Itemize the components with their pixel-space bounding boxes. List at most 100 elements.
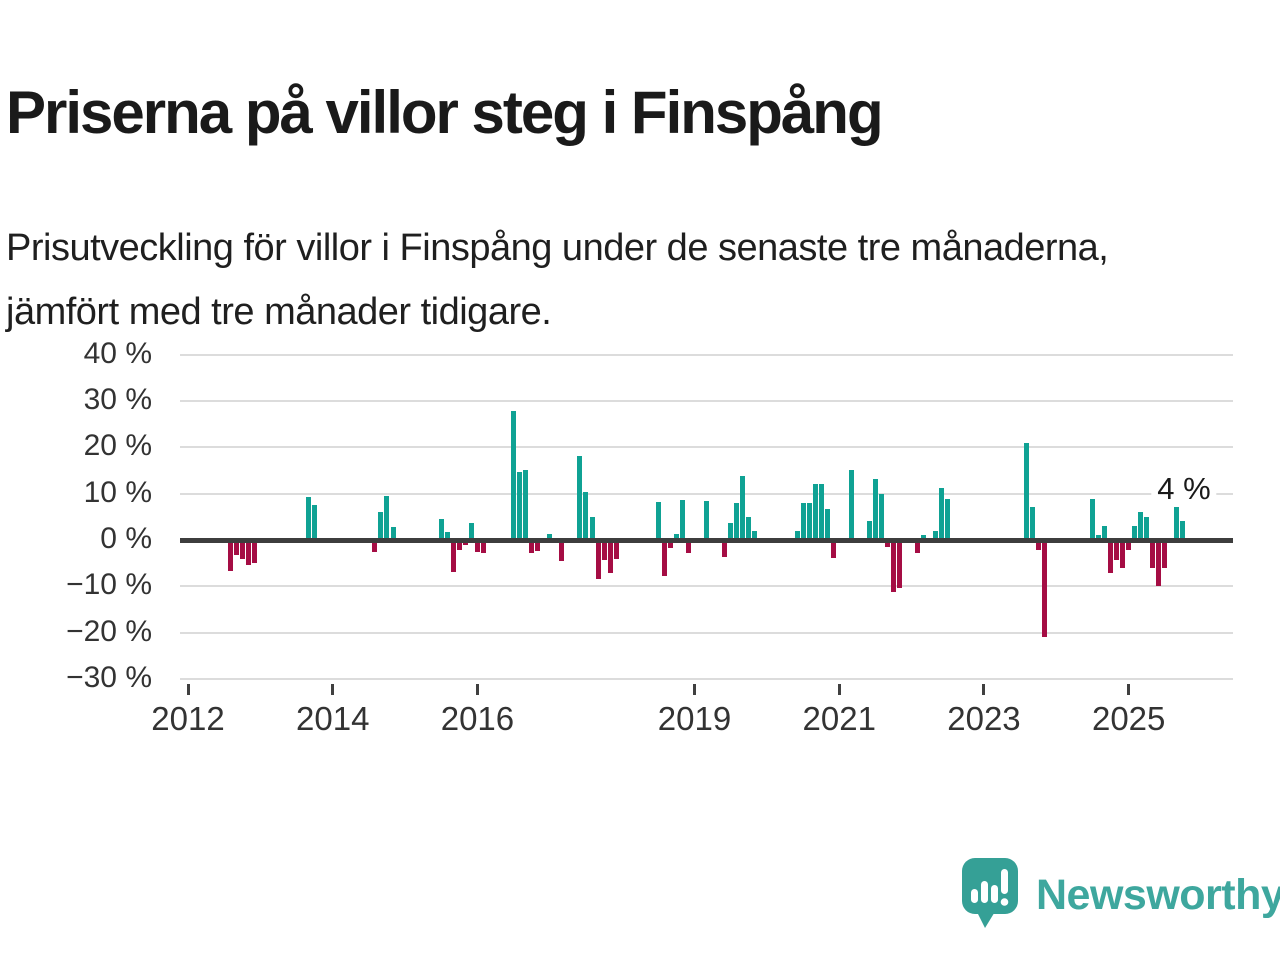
bar-negative [722, 540, 728, 557]
brand-name: Newsworthy [1036, 870, 1280, 919]
gridline [180, 492, 1233, 495]
bar-positive [1180, 521, 1186, 540]
bar-positive [921, 534, 927, 540]
bar-positive [746, 517, 752, 540]
bar-negative [1035, 540, 1041, 551]
bar-positive [517, 472, 523, 540]
bar-negative [1041, 540, 1047, 637]
bar-negative [559, 540, 565, 561]
bar-positive [378, 511, 384, 540]
bar-positive [306, 496, 312, 540]
bar-negative [1120, 540, 1126, 569]
bar-negative [239, 540, 245, 560]
bar-positive [734, 502, 740, 540]
x-axis-tick [186, 684, 190, 695]
bar-positive [945, 498, 951, 540]
bar-positive [444, 531, 450, 540]
gridline [180, 677, 1233, 680]
x-axis-label: 2023 [947, 700, 1021, 737]
y-axis-label: 10 % [83, 475, 152, 509]
bar-negative [480, 540, 486, 553]
bar-positive [673, 534, 679, 540]
bar-positive [1090, 498, 1095, 540]
bar-negative [245, 540, 251, 566]
bar-negative [251, 540, 257, 563]
bar-negative [529, 540, 535, 554]
chart-subtitle: Prisutveckling för villor i Finspång und… [6, 227, 1109, 333]
page-title: Priserna på villor steg i Finspång [6, 79, 884, 147]
x-axis-label: 2025 [1091, 700, 1166, 737]
bar-positive [655, 501, 661, 540]
x-axis-label: 2014 [296, 700, 370, 737]
bar-negative [233, 540, 239, 555]
x-axis-tick [475, 684, 479, 695]
bar-negative [613, 540, 619, 559]
newsworthy-logo-icon [962, 858, 1018, 928]
gridline [180, 585, 1233, 588]
x-axis-label: 2019 [657, 700, 732, 737]
bar-positive [939, 488, 945, 540]
x-axis-tick [837, 684, 841, 695]
y-axis-label: −30 % [66, 660, 152, 694]
bar-positive [818, 484, 824, 540]
bar-negative [1156, 540, 1162, 586]
bar-negative [372, 540, 378, 552]
bar-positive [523, 469, 529, 540]
bar-negative [474, 540, 480, 552]
last-value-annotation: 4 % [1151, 471, 1217, 508]
zero-line [180, 537, 1233, 543]
bar-positive [848, 470, 854, 540]
brand-lockup: Newsworthy [962, 858, 1280, 930]
gridline [180, 446, 1233, 449]
bar-positive [794, 530, 800, 540]
x-axis-label: 2016 [440, 700, 515, 737]
bar-negative [1162, 540, 1168, 569]
bar-positive [728, 523, 734, 540]
bar-negative [891, 540, 896, 592]
bar-negative [535, 540, 541, 552]
bar-positive [583, 491, 589, 540]
bar-positive [1029, 507, 1035, 540]
bar-positive [679, 500, 685, 540]
x-axis-label: 2012 [151, 700, 225, 737]
bar-positive [384, 496, 390, 540]
bar-positive [1144, 516, 1150, 540]
bar-positive [740, 475, 746, 540]
gridline [180, 353, 1233, 356]
bar-negative [456, 540, 462, 551]
y-axis-label: 20 % [83, 429, 152, 463]
x-axis-label: 2021 [802, 700, 876, 737]
bar-positive [1096, 534, 1102, 540]
gridline [180, 631, 1233, 634]
bar-positive [866, 521, 872, 540]
bar-negative [462, 540, 468, 546]
bar-positive [511, 410, 517, 540]
bar-positive [878, 494, 884, 540]
bar-positive [1023, 442, 1029, 540]
bar-negative [450, 540, 456, 572]
bar-positive [390, 527, 396, 540]
bar-positive [806, 503, 812, 540]
bar-negative [661, 540, 667, 577]
bar-positive [547, 533, 553, 540]
y-axis-label: 0 % [100, 522, 152, 555]
gridline [180, 400, 1233, 403]
x-axis-tick [331, 684, 335, 695]
bar-negative [667, 540, 673, 549]
bar-negative [830, 540, 836, 558]
y-axis-label: 30 % [83, 383, 152, 417]
bar-positive [438, 519, 444, 540]
bar-positive [812, 484, 818, 540]
bar-positive [1174, 501, 1180, 540]
bar-negative [1126, 540, 1132, 551]
bar-negative [601, 540, 607, 560]
bar-positive [933, 531, 939, 540]
bar-positive [1132, 526, 1138, 540]
bar-negative [227, 540, 233, 572]
bar-positive [872, 479, 878, 540]
y-axis-label: 40 % [83, 336, 152, 370]
bar-positive [704, 500, 710, 540]
bar-negative [897, 540, 903, 589]
